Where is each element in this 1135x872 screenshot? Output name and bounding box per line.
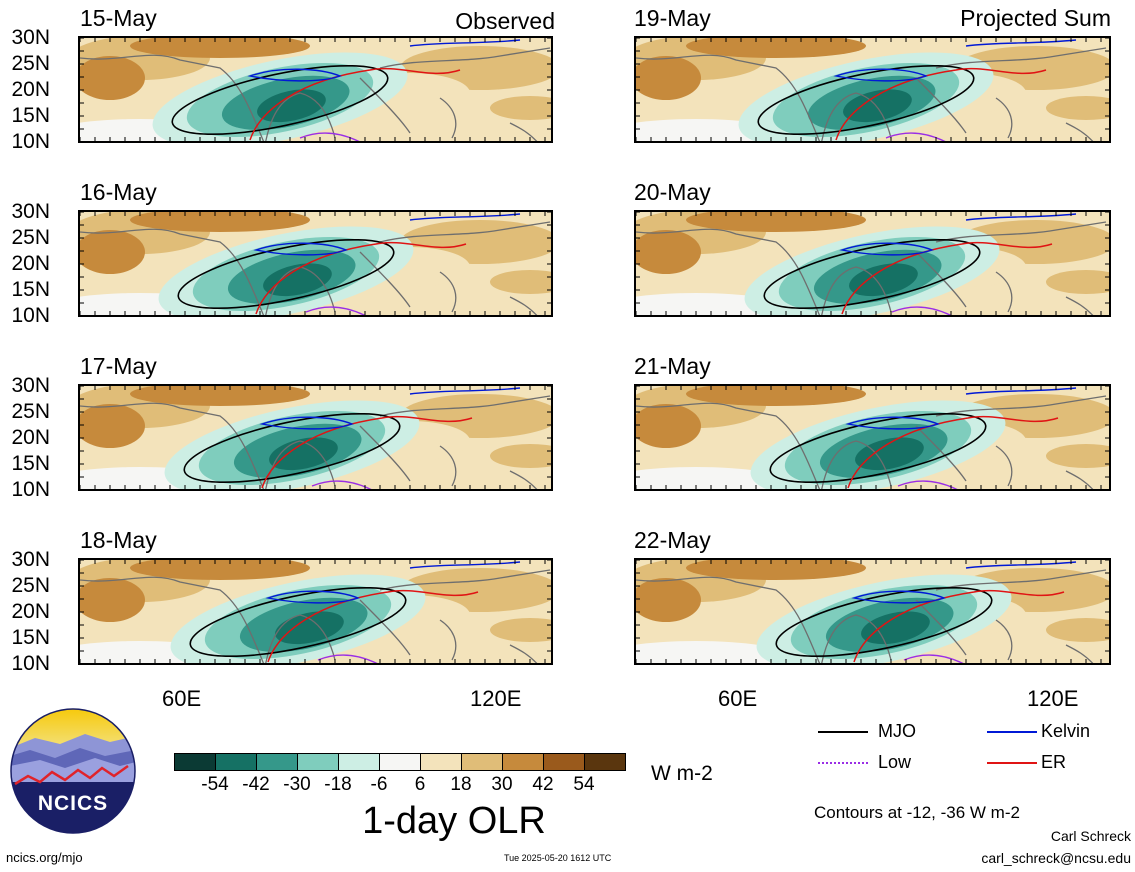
panel-date-18-may: 18-May [80,527,157,553]
olr-field [636,212,1109,315]
panel-date-19-may: 19-May [634,5,711,31]
author-email: carl_schreck@ncsu.edu [981,850,1131,866]
lon-tick-left-120e: 120E [470,686,522,711]
colorbar-tick-label: 54 [573,774,595,795]
lat-tick: 30N [11,200,50,223]
lon-tick-right-60e: 60E [718,686,758,711]
colorbar-tick-label: -54 [201,774,229,795]
panel-tag-projected: Projected Sum [960,5,1111,31]
lat-tick: 10N [11,130,50,153]
ncics-logo-text: NCICS [37,792,109,815]
lat-tick: 10N [11,652,50,675]
colorbar-tick-label: 42 [532,774,554,795]
colorbar-swatch [420,753,462,771]
lon-tick-left-60e: 60E [162,686,202,711]
olr-field [636,38,1109,141]
olr-map-15-may [78,36,553,143]
legend-label-mjo: MJO [878,721,916,741]
lat-tick: 25N [11,400,50,423]
panel-date-20-may: 20-May [634,179,711,205]
olr-map-18-may [78,558,553,665]
lon-tick-right-120e: 120E [1027,686,1079,711]
colorbar-swatch [338,753,380,771]
legend-label-er: ER [1041,752,1067,772]
lat-tick: 30N [11,548,50,571]
colorbar-tick-label: -42 [242,774,270,795]
panel-date-16-may: 16-May [80,179,157,205]
olr-map-16-may [78,210,553,317]
legend-swatch-er [987,762,1037,764]
colorbar-tick-label: -30 [283,774,311,795]
lat-tick: 15N [11,104,50,127]
colorbar-swatch [297,753,339,771]
colorbar-swatch [174,753,216,771]
olr-field [80,38,551,141]
contours-note: Contours at -12, -36 W m-2 [814,803,1020,822]
lat-tick: 20N [11,600,50,623]
lat-tick: 15N [11,278,50,301]
olr-field [636,386,1109,489]
ncics-logo-icon [10,708,136,834]
olr-map-20-may [634,210,1111,317]
ncics-logo: NCICS [10,708,136,834]
lat-tick: 20N [11,252,50,275]
olr-field [80,560,551,663]
olr-field [80,212,551,315]
timestamp: Tue 2025-05-20 1612 UTC [504,853,612,863]
lat-tick: 20N [11,426,50,449]
lat-tick: 25N [11,52,50,75]
colorbar-units: W m-2 [651,762,713,785]
lat-tick: 25N [11,226,50,249]
colorbar-swatch [379,753,421,771]
colorbar-tick-label: 30 [491,774,513,795]
colorbar-swatch [502,753,544,771]
olr-map-19-may [634,36,1111,143]
colorbar-tick-label: -6 [370,774,388,795]
colorbar-swatch [584,753,626,771]
legend-swatch-mjo [818,731,868,733]
colorbar-tick-label: 6 [414,774,426,795]
panel-date-22-may: 22-May [634,527,711,553]
panel-date-15-may: 15-May [80,5,157,31]
lat-tick: 15N [11,626,50,649]
author-name: Carl Schreck [1050,828,1131,844]
legend-swatch-kelvin [987,731,1037,733]
olr-map-22-may [634,558,1111,665]
lat-tick: 10N [11,478,50,501]
colorbar-swatch [461,753,503,771]
olr-field [80,386,551,489]
lat-tick: 30N [11,374,50,397]
colorbar-tick-label: 18 [450,774,472,795]
lat-tick: 25N [11,574,50,597]
colorbar-swatch [543,753,585,771]
panel-date-21-may: 21-May [634,353,711,379]
legend-swatch-low [818,762,868,764]
lat-tick: 10N [11,304,50,327]
colorbar-swatch [215,753,257,771]
lat-tick: 30N [11,26,50,49]
olr-map-21-may [634,384,1111,491]
lat-tick: 20N [11,78,50,101]
colorbar-swatch [256,753,298,771]
colorbar-title: 1-day OLR [362,800,546,842]
legend-label-kelvin: Kelvin [1041,721,1091,741]
lat-tick: 15N [11,452,50,475]
olr-map-17-may [78,384,553,491]
colorbar-tick-label: -18 [324,774,352,795]
legend-label-low: Low [878,752,912,772]
site-link[interactable]: ncics.org/mjo [6,850,83,865]
panel-date-17-may: 17-May [80,353,157,379]
panel-tag-observed: Observed [455,8,555,34]
olr-field [636,560,1109,663]
